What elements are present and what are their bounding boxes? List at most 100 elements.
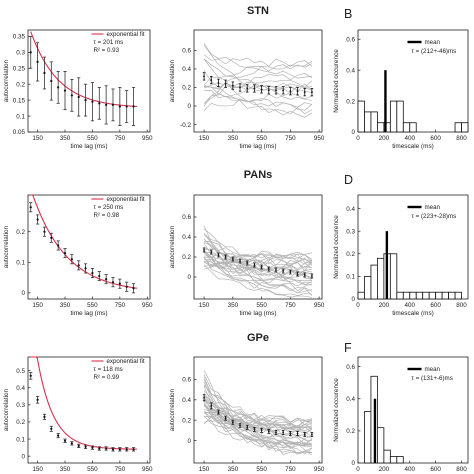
mean-point [203, 396, 205, 399]
panel-label: F [344, 341, 352, 355]
y-tick-label: 0.6 [182, 214, 191, 221]
x-tick-label: 350 [228, 302, 239, 309]
y-tick-label: 0.1 [16, 436, 25, 443]
neuron-trace [203, 82, 313, 92]
y-tick-label: 0.3 [16, 402, 25, 409]
data-point [105, 447, 108, 450]
data-point [125, 448, 128, 451]
neuron-trace [203, 392, 313, 426]
mean-point [275, 89, 277, 92]
neuron-trace [203, 70, 313, 111]
legend-fit-label: exponential fit [106, 358, 144, 365]
histogram-bar [461, 122, 469, 133]
histogram-bar [370, 111, 378, 133]
data-point [132, 448, 135, 451]
data-point [36, 60, 39, 63]
y-tick-label: 0.4 [346, 206, 355, 213]
mean-point [296, 90, 299, 93]
data-point [57, 244, 60, 247]
plot-frame [193, 194, 323, 300]
data-point [98, 102, 101, 105]
x-tick-label: 0 [356, 302, 360, 309]
histogram-bar [396, 100, 404, 133]
mean-point [210, 251, 213, 253]
mean-point [253, 87, 256, 90]
neuron-trace [203, 92, 313, 111]
mean-point [217, 254, 220, 256]
histogram-bar [383, 449, 391, 464]
mean-point [210, 79, 213, 81]
panel-B: 0 200 400 600 800 0 0.2 0.4 0.6 timescale (ms) Nor… [333, 29, 469, 150]
y-tick-label: 0.1 [16, 259, 25, 266]
data-point [132, 287, 135, 290]
data-point [111, 103, 115, 107]
mean-point [246, 426, 249, 429]
mean-point [260, 429, 263, 432]
x-tick-label: 600 [430, 135, 441, 142]
neuron-trace [204, 259, 313, 269]
x-tick-label: 750 [115, 302, 126, 309]
mean-point [217, 411, 220, 413]
mean-point [282, 270, 285, 272]
x-tick-label: 800 [456, 466, 467, 473]
mean-point [303, 274, 306, 276]
x-tick-label: 200 [379, 302, 390, 309]
x-tick-label: 750 [285, 466, 296, 473]
x-tick-label: 350 [228, 466, 239, 473]
panel-D: 0 200 400 600 800 0 0.1 0.2 0.3 0.4 timescale (ms)… [333, 194, 469, 317]
neuron-trace [203, 377, 313, 455]
data-point [105, 103, 108, 107]
x-tick-label: 550 [256, 466, 267, 473]
mean-point [311, 433, 313, 436]
panel-label: B [344, 7, 352, 21]
plot-frame [27, 194, 151, 300]
histogram-bar [357, 100, 365, 133]
neuron-trace [203, 238, 313, 282]
data-point [125, 285, 128, 288]
data-point [118, 448, 121, 451]
x-axis-label: time lag (ms) [240, 143, 277, 150]
mean-point [289, 271, 292, 273]
y-axis-label: autocorrelation [169, 59, 176, 102]
histogram-bar [377, 427, 385, 464]
y-tick-label: 0.6 [182, 48, 191, 55]
neuron-trace [203, 73, 313, 104]
y-tick-label: 0 [187, 103, 191, 110]
neuron-trace [203, 384, 313, 429]
legend-tau: τ = (223+-28)ms [412, 213, 457, 220]
histogram-bar [396, 291, 404, 300]
neuron-trace [203, 402, 313, 455]
x-tick-label: 350 [60, 302, 71, 309]
data-point [36, 398, 39, 401]
neuron-trace [203, 54, 313, 67]
legend-r2: R² = 0.99 [93, 374, 119, 381]
plot-frame [27, 29, 151, 133]
neuron-trace [203, 405, 313, 446]
x-tick-label: 350 [60, 135, 71, 142]
neuron-trace [204, 415, 313, 434]
legend-mean-label: mean [425, 204, 441, 211]
y-tick-label: 0.2 [182, 85, 191, 92]
x-tick-label: 150 [199, 466, 210, 473]
legend-tau: τ = 250 ms [93, 204, 123, 211]
y-tick-label: 0.2 [16, 229, 25, 236]
histogram-bar [435, 291, 443, 300]
neuron-trace [203, 60, 313, 107]
panel-A: 150 350 550 750 950 0.05 0.1 0.15 0.2 0.25 0.3 0.35… [3, 29, 153, 150]
y-axis-label: autocorrelation [3, 59, 10, 102]
data-point [111, 281, 115, 284]
neuron-trace [203, 256, 313, 266]
neuron-trace [203, 63, 313, 86]
y-tick-label: 0.5 [16, 368, 25, 375]
mean-point [282, 431, 285, 434]
legend-mean-label: mean [425, 366, 441, 373]
y-tick-label: 0.4 [182, 66, 191, 73]
data-point [43, 230, 46, 233]
y-tick-label: 0 [187, 438, 191, 445]
histogram-bar [389, 253, 398, 300]
y-tick-label: 0.2 [16, 419, 25, 426]
data-point [98, 447, 101, 450]
mean-point [224, 82, 227, 85]
y-axis-label: Normalized occurence [333, 378, 340, 442]
